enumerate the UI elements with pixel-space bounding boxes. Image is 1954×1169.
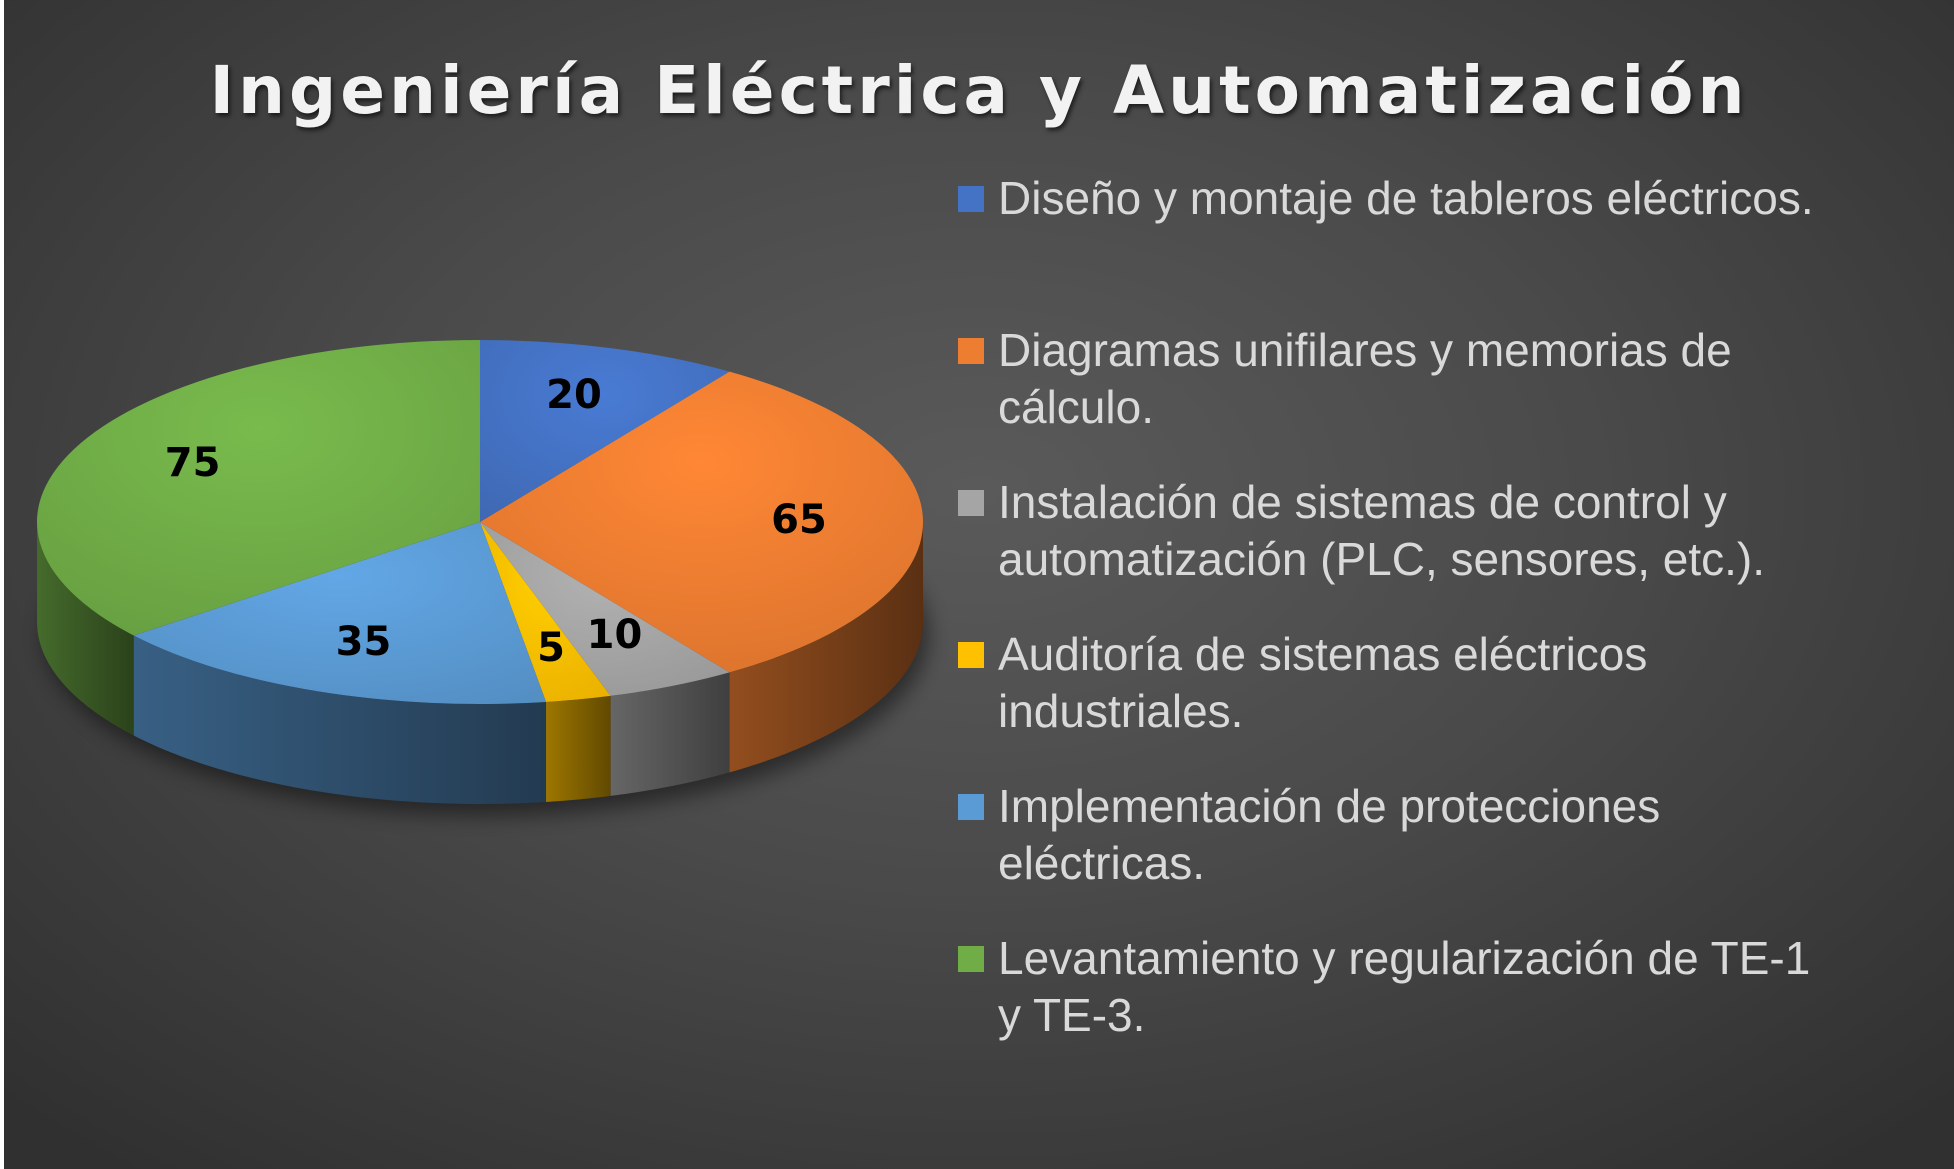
chart-title: Ingeniería Eléctrica y Automatización: [209, 52, 1749, 129]
legend-swatch: [958, 794, 984, 820]
pie-slice-side-2: [729, 522, 923, 773]
data-label-6: 75: [165, 440, 221, 486]
legend-label: Instalación de sistemas de control y aut…: [998, 476, 1765, 585]
legend-label: Diagramas unifilares y memorias de cálcu…: [998, 324, 1732, 433]
pie-slice-3: [480, 522, 730, 696]
legend-swatch: [958, 642, 984, 668]
legend-swatch: [958, 186, 984, 212]
pie-slice-1: [480, 340, 730, 522]
pie-slice-5: [133, 522, 547, 705]
legend-swatch: [958, 946, 984, 972]
legend-label: Implementación de protecciones eléctrica…: [998, 780, 1661, 889]
data-label-1: 20: [546, 372, 602, 418]
pie-slice-side-5: [133, 635, 547, 804]
pie-slice-2: [480, 371, 924, 673]
legend-label: Diseño y montaje de tableros eléctricos.: [998, 172, 1814, 224]
pie-slice-6: [36, 340, 480, 636]
pie-slice-side-6: [37, 522, 134, 736]
pie-slice-4: [480, 522, 611, 702]
data-labels: 20 65 10 5 35 75: [165, 372, 827, 671]
data-label-3: 10: [587, 612, 643, 658]
pie-slice-side-3: [610, 672, 730, 796]
data-label-4: 5: [537, 625, 565, 671]
chart-area: Ingeniería Eléctrica y Automatización 20…: [4, 0, 1954, 1169]
legend-swatch: [958, 338, 984, 364]
pie-slice-side-4: [546, 695, 611, 802]
data-label-2: 65: [771, 497, 827, 543]
pie-side-walls: [37, 522, 923, 804]
legend-label: Auditoría de sistemas eléctricos industr…: [998, 628, 1648, 737]
data-label-5: 35: [336, 619, 392, 665]
legend-swatch: [958, 490, 984, 516]
legend-label: Levantamiento y regularización de TE-1 y…: [998, 932, 1811, 1041]
pie-top: [36, 340, 924, 705]
pie-chart: 20 65 10 5 35 75: [36, 340, 924, 804]
